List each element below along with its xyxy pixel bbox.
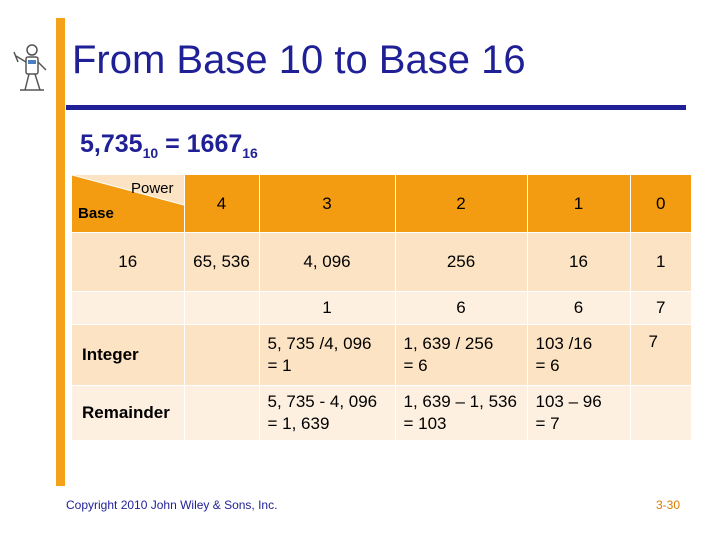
power-cell: 3	[259, 175, 396, 233]
corner-diagonal	[72, 175, 184, 206]
digit-cell: 1	[259, 291, 396, 325]
copyright-footer: Copyright 2010 John Wiley & Sons, Inc.	[66, 498, 278, 512]
base-label: 16	[72, 232, 185, 292]
wiley-mascot-logo	[13, 44, 47, 91]
power-row: Power Base 4 3 2 1 0	[72, 175, 691, 233]
integer-calc-cell	[184, 324, 260, 386]
remainder-calc-cell	[630, 385, 691, 441]
place-value-cell: 65, 536	[184, 232, 260, 292]
remainder-calc-cell: 5, 735 - 4, 096 = 1, 639	[259, 385, 396, 441]
remainder-label: Remainder	[72, 385, 185, 441]
page-number: 3-30	[655, 498, 680, 512]
place-value-cell: 1	[630, 232, 691, 292]
table-corner: Power Base	[72, 175, 185, 233]
power-cell: 4	[184, 175, 260, 233]
decimal-base: 10	[142, 145, 159, 161]
digit-row: 1 6 6 7	[72, 291, 691, 325]
remainder-calc-cell	[184, 385, 260, 441]
title-underline	[66, 105, 686, 110]
digit-label	[72, 291, 185, 325]
hex-base: 16	[242, 145, 258, 161]
conversion-table: Power Base 4 3 2 1 0 16 65, 536 4, 096 2…	[72, 175, 691, 441]
integer-calc-cell: 103 /16 = 6	[527, 324, 631, 386]
power-header: Power	[130, 180, 174, 197]
place-value-cell: 4, 096	[259, 232, 396, 292]
place-value-cell: 256	[395, 232, 528, 292]
digit-cell: 6	[527, 291, 631, 325]
integer-calc-cell: 1, 639 / 256 = 6	[395, 324, 528, 386]
power-cell: 1	[527, 175, 631, 233]
equals-sign: =	[158, 130, 187, 158]
remainder-calc-cell: 1, 639 – 1, 536 = 103	[395, 385, 528, 441]
accent-vertical-bar	[56, 18, 65, 486]
power-cell: 0	[630, 175, 691, 233]
decimal-value: 5,735	[80, 130, 143, 158]
remainder-row: Remainder 5, 735 - 4, 096 = 1, 639 1, 63…	[72, 385, 691, 441]
base-header: Base	[78, 205, 114, 222]
integer-calc-cell: 5, 735 /4, 096 = 1	[259, 324, 396, 386]
digit-cell: 7	[630, 291, 691, 325]
digit-cell	[184, 291, 260, 325]
conversion-equation: 5,73510 = 166716	[80, 130, 258, 161]
integer-row: Integer 5, 735 /4, 096 = 1 1, 639 / 256 …	[72, 324, 691, 386]
digit-cell: 6	[395, 291, 528, 325]
remainder-calc-cell: 103 – 96 = 7	[527, 385, 631, 441]
slide-title: From Base 10 to Base 16	[72, 38, 526, 82]
place-value-cell: 16	[527, 232, 631, 292]
hex-value: 1667	[186, 130, 243, 158]
power-cell: 2	[395, 175, 528, 233]
base-value-row: 16 65, 536 4, 096 256 16 1	[72, 232, 691, 292]
integer-calc-cell: 7	[630, 324, 691, 386]
integer-label: Integer	[72, 324, 185, 386]
